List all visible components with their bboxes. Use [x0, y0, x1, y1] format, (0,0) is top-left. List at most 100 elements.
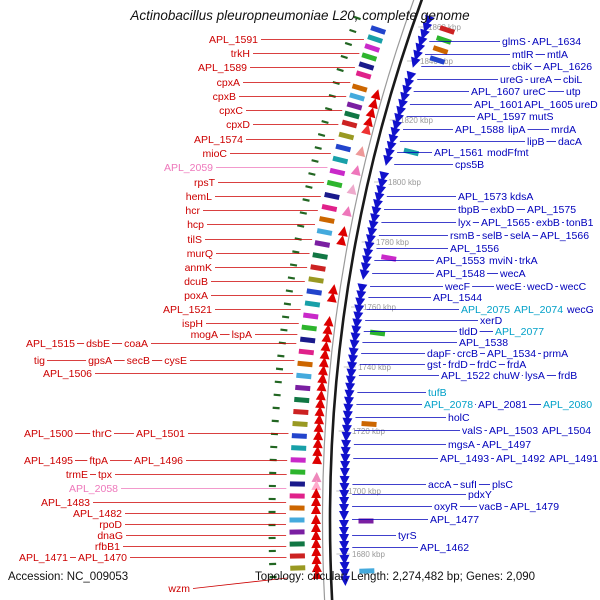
gene-label: ureG	[500, 74, 523, 86]
gene-arrow-reverse	[341, 206, 352, 217]
gene-label: APL_1561	[434, 147, 483, 159]
gene-arrow-reverse	[321, 332, 332, 343]
gene-label: APL_1588	[455, 124, 504, 136]
gene-label: poxA	[184, 290, 208, 302]
gene-arrow-reverse	[311, 472, 322, 483]
gene-label: hcp	[187, 219, 204, 231]
figure-title: Actinobacillus pleuropneumoniae L20, com…	[130, 8, 470, 23]
gene-block	[295, 384, 311, 392]
gene-arrow-forward	[348, 354, 358, 365]
gene-arrow-reverse	[365, 107, 376, 119]
gene-label: mogA	[191, 329, 218, 341]
gene-arrow-forward	[344, 396, 354, 407]
gene-label: cbiK	[512, 61, 532, 73]
scale-tick	[269, 471, 277, 475]
gene-block	[439, 25, 456, 35]
gene-label: plsC	[492, 479, 513, 491]
scale-tick	[274, 380, 282, 384]
gene-block	[329, 167, 346, 177]
gene-label: mioC	[202, 148, 227, 160]
gene-block	[355, 70, 372, 80]
gene-label: chuW	[493, 370, 520, 382]
gene-label: APL_1607	[471, 86, 520, 98]
gene-arrow-reverse	[312, 438, 323, 449]
gene-block	[351, 83, 368, 93]
gene-label: APL_1483	[41, 497, 90, 509]
gene-label: APL_2075	[461, 304, 510, 316]
scale-tick	[270, 432, 278, 436]
gene-arrow-reverse	[311, 538, 322, 549]
gene-arrow-forward	[339, 475, 350, 486]
gene-arrow-forward	[354, 304, 365, 315]
gene-label: wecF	[444, 281, 470, 293]
gene-arrow-forward	[383, 154, 394, 166]
gene-arrow-forward	[338, 526, 349, 537]
gene-label: crcB	[457, 348, 478, 360]
scale-marker-label: 1820 kbp	[400, 116, 433, 125]
gene-label: trkA	[519, 255, 538, 267]
gene-arrow-forward	[417, 35, 428, 47]
gene-label: tbpB	[458, 204, 480, 216]
gene-arrow-forward	[415, 42, 426, 54]
gene-label: modF	[487, 147, 514, 159]
gene-block	[308, 276, 324, 284]
gene-label: APL_1491	[549, 453, 598, 465]
gene-arrow-forward	[422, 21, 433, 33]
gene-arrow-forward	[339, 561, 350, 572]
gene-label: secB	[127, 355, 150, 367]
gene-arrow-forward	[344, 389, 355, 400]
gene-label: APL_2074	[514, 304, 563, 316]
gene-block	[338, 131, 355, 141]
gene-block	[429, 55, 446, 65]
gene-arrow-reverse	[311, 480, 322, 491]
scale-tick	[285, 289, 293, 293]
gene-arrow-forward	[349, 339, 360, 350]
scale-tick	[275, 367, 284, 371]
gene-label: APL_1575	[527, 204, 576, 216]
gene-arrow-forward	[356, 290, 367, 301]
gene-arrow-forward	[339, 568, 350, 579]
gene-label: APL_2081	[478, 399, 527, 411]
gene-block	[369, 329, 386, 337]
gene-arrow-forward	[341, 431, 352, 442]
gene-label: ftpA	[89, 455, 108, 467]
gene-arrow-forward	[345, 382, 356, 393]
gene-arrow-reverse	[311, 488, 322, 499]
scale-tick	[299, 211, 307, 215]
scale-tick	[349, 28, 357, 34]
gene-block	[367, 34, 384, 44]
gene-label: frdC	[477, 359, 497, 371]
gene-arrow-forward	[413, 49, 423, 61]
gene-label: APL_1503	[489, 425, 538, 437]
scale-tick	[278, 341, 286, 345]
gene-label: thrC	[92, 428, 112, 440]
gene-arrow-forward	[406, 70, 417, 82]
gene-label: lipB	[527, 136, 545, 148]
gene-arrow-reverse	[314, 414, 325, 425]
scale-tick	[268, 549, 276, 553]
gene-block	[289, 481, 305, 487]
gene-label: APL_1534	[487, 348, 536, 360]
scale-tick	[277, 354, 285, 358]
gene-block	[358, 518, 374, 524]
gene-label: wecE	[495, 281, 522, 293]
gene-label: tilS	[187, 234, 202, 246]
gene-label: APL_1506	[43, 368, 92, 380]
gene-label: APL_1634	[532, 36, 581, 48]
gene-arrow-forward	[339, 547, 350, 558]
gene-arrow-reverse	[311, 562, 322, 573]
gene-label: frdB	[558, 370, 577, 382]
gene-label: cps5B	[455, 159, 484, 171]
gene-arrow-forward	[359, 269, 370, 280]
scale-marker-label: 1720 kbp	[352, 427, 385, 436]
gene-label: APL_1479	[510, 501, 559, 513]
gene-label: rpsT	[194, 177, 216, 189]
gene-label: valS	[462, 425, 482, 437]
gene-block	[335, 143, 352, 153]
scale-tick	[272, 406, 280, 410]
gene-arrow-forward	[402, 84, 413, 96]
gene-arrow-reverse	[370, 89, 381, 101]
scale-tick	[273, 393, 281, 397]
gene-block	[341, 119, 358, 129]
